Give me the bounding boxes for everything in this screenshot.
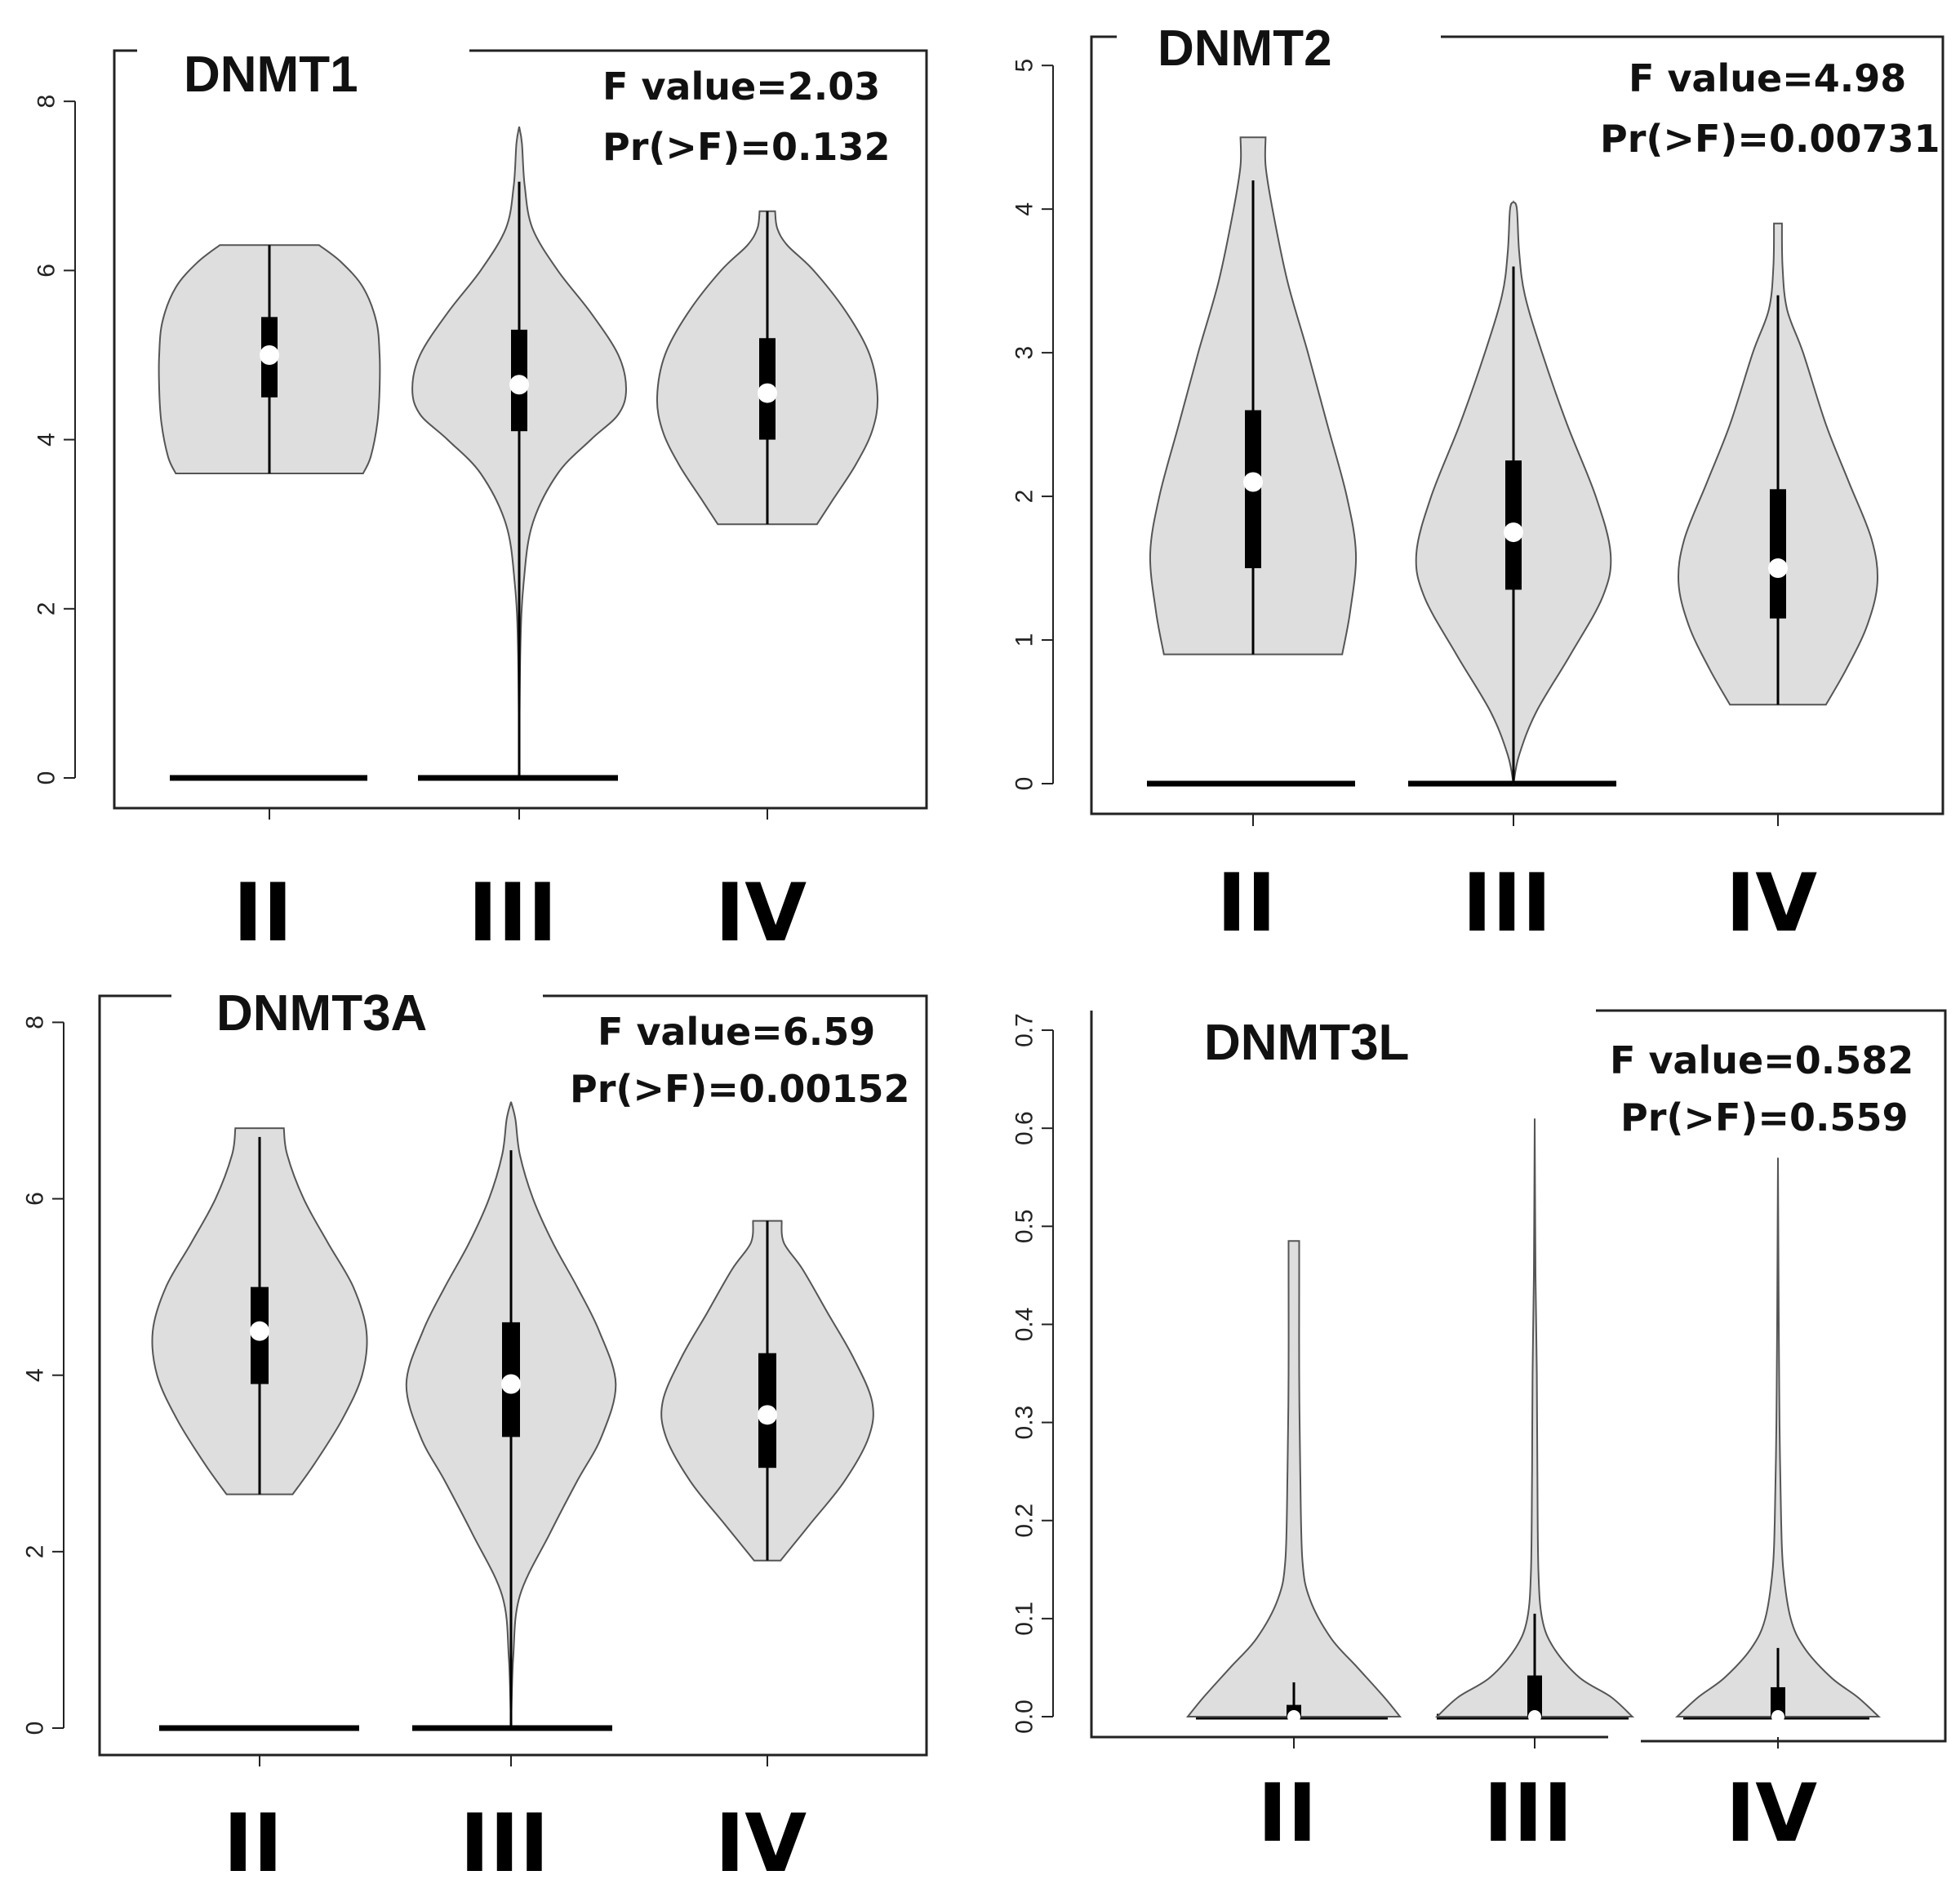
violin-iv <box>1674 1158 1882 1723</box>
iqr-box <box>1771 1686 1785 1717</box>
y-tick-label: 1 <box>1011 633 1038 647</box>
violin-ii <box>151 1127 368 1495</box>
x-tick-label: II <box>224 1797 283 1884</box>
x-tick-label: III <box>468 867 557 960</box>
f-value-label: F value=6.59 <box>598 1010 875 1054</box>
median-dot <box>758 1405 777 1425</box>
x-tick-label: IV <box>715 867 807 960</box>
violin-iv <box>660 1220 874 1562</box>
x-tick-label: II <box>1258 1767 1318 1860</box>
panel-dnmt3a: DNMT3A F value=6.59 Pr(>F)=0.00152 0 2 4 6 8… <box>22 985 928 1884</box>
x-tick-label: IV <box>1726 1767 1817 1860</box>
y-tick-label: 8 <box>22 1015 49 1029</box>
y-tick-label: 0.5 <box>1011 1209 1038 1243</box>
iqr-box <box>1770 489 1786 619</box>
y-tick-label: 5 <box>1011 59 1038 73</box>
y-tick-label: 0.0 <box>1011 1700 1038 1734</box>
plot-frame <box>1090 35 1944 815</box>
y-tick-label: 4 <box>33 433 60 447</box>
x-axis: II III IV <box>1217 814 1817 950</box>
p-value-label: Pr(>F)=0.00152 <box>570 1067 909 1111</box>
panel-title: DNMT1 <box>184 47 358 103</box>
violin-ii <box>1149 136 1358 655</box>
violin-body <box>1674 1158 1882 1717</box>
y-tick-label: 0.1 <box>1011 1602 1038 1636</box>
x-tick-label: IV <box>715 1797 807 1884</box>
violins <box>151 1101 874 1731</box>
y-tick-label: 0.6 <box>1011 1111 1038 1145</box>
median-dot <box>250 1321 269 1341</box>
x-axis: II III IV <box>1258 1737 1817 1860</box>
x-tick-label: IV <box>1726 857 1817 950</box>
violins <box>1185 1118 1882 1723</box>
y-tick-label: 0 <box>22 1722 49 1735</box>
y-tick-label: 0.2 <box>1011 1504 1038 1538</box>
f-value-label: F value=4.98 <box>1629 56 1906 100</box>
median-dot <box>501 1374 521 1394</box>
plot-frame <box>113 49 928 810</box>
y-tick-label: 0.3 <box>1011 1406 1038 1440</box>
median-dot <box>1528 1710 1541 1723</box>
iqr-box <box>1527 1675 1542 1717</box>
y-tick-label: 6 <box>22 1192 49 1206</box>
x-tick-label: III <box>460 1797 549 1884</box>
f-value-label: F value=0.582 <box>1610 1038 1913 1082</box>
median-dot <box>260 344 279 365</box>
panel-dnmt2: DNMT2 F value=4.98 Pr(>F)=0.00731 0 1 2 3 4 5… <box>1011 20 1944 950</box>
violin-ii <box>158 244 381 474</box>
y-tick-label: 3 <box>1011 346 1038 360</box>
panel-title: DNMT2 <box>1158 20 1332 77</box>
violins <box>1147 136 1878 787</box>
violin-iv <box>1678 222 1878 706</box>
median-dot <box>1771 1710 1784 1723</box>
median-dot <box>1243 472 1263 492</box>
y-tick-label: 2 <box>33 602 60 615</box>
y-tick-label: 6 <box>33 264 60 278</box>
violin-iii <box>411 127 628 779</box>
median-dot <box>1504 522 1523 543</box>
y-tick-label: 4 <box>1011 202 1038 216</box>
y-tick-label: 4 <box>22 1368 49 1382</box>
p-value-label: Pr(>F)=0.559 <box>1620 1095 1908 1140</box>
plot-frame <box>1090 1009 1947 1743</box>
violins <box>158 127 879 781</box>
panel-dnmt3l: DNMT3L F value=0.582 Pr(>F)=0.559 0.0 0.1… <box>1011 1009 1947 1860</box>
x-tick-label: III <box>1483 1767 1572 1860</box>
y-tick-label: 0.7 <box>1011 1013 1038 1047</box>
panel-title: DNMT3A <box>216 985 427 1042</box>
violin-iii <box>1415 200 1612 784</box>
y-axis: 0.0 0.1 0.2 0.3 0.4 0.5 0.6 0.7 <box>1011 1013 1054 1734</box>
p-value-label: Pr(>F)=0.00731 <box>1600 117 1940 161</box>
x-axis: II III IV <box>233 808 807 960</box>
violin-iii <box>1434 1118 1635 1723</box>
median-dot <box>509 375 529 395</box>
plot-frame <box>98 994 928 1757</box>
x-tick-label: II <box>1217 857 1277 950</box>
median-dot <box>758 383 777 403</box>
y-axis: 0 2 4 6 8 <box>22 1015 64 1735</box>
y-tick-label: 8 <box>33 95 60 109</box>
f-value-label: F value=2.03 <box>602 64 880 109</box>
violin-ii <box>1185 1240 1402 1723</box>
y-tick-label: 2 <box>22 1545 49 1559</box>
panel-dnmt1: DNMT1 F value=2.03 Pr(>F)=0.132 0 2 4 6 8 II… <box>33 47 928 960</box>
y-tick-label: 2 <box>1011 490 1038 504</box>
x-tick-label: III <box>1462 857 1551 950</box>
y-tick-label: 0 <box>33 771 60 785</box>
y-tick-label: 0 <box>1011 777 1038 791</box>
violin-body <box>1185 1240 1402 1717</box>
median-dot <box>1768 558 1788 579</box>
x-axis: II III IV <box>224 1755 807 1884</box>
violin-iv <box>656 210 879 526</box>
violin-body <box>1434 1118 1635 1717</box>
median-dot <box>1287 1710 1300 1723</box>
y-tick-label: 0.4 <box>1011 1308 1038 1342</box>
y-axis: 0 1 2 3 4 5 <box>1011 59 1054 790</box>
y-axis: 0 2 4 6 8 <box>33 95 76 785</box>
panel-title: DNMT3L <box>1204 1015 1409 1071</box>
p-value-label: Pr(>F)=0.132 <box>602 125 890 169</box>
violin-iii <box>405 1101 617 1729</box>
x-tick-label: II <box>233 867 293 960</box>
